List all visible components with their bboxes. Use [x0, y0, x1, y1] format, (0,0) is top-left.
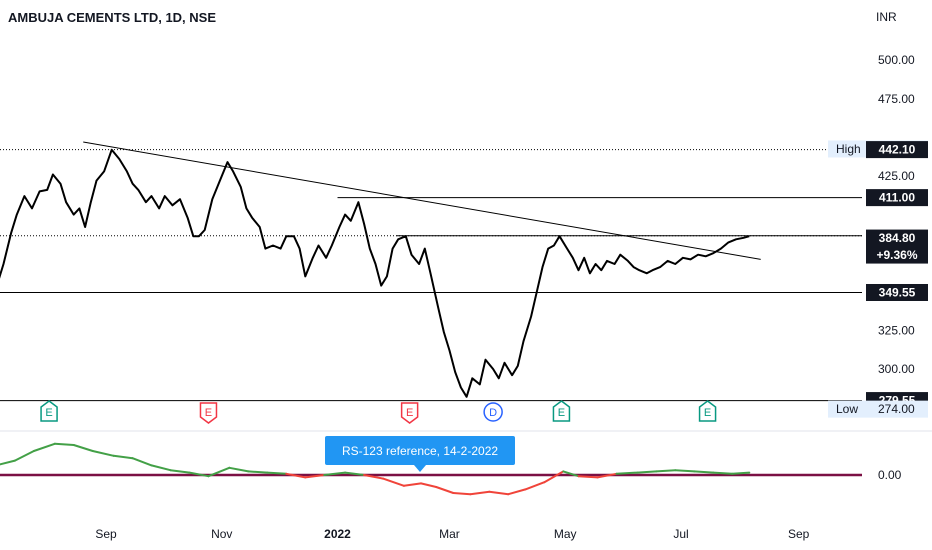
x-tick-label: Jul — [673, 527, 688, 541]
indicator-segment — [344, 471, 366, 476]
indicator-segment — [304, 474, 326, 479]
indicator-segment — [228, 466, 250, 473]
indicator-segment — [323, 471, 347, 476]
indicator-segment — [169, 469, 191, 474]
earnings-marker — [199, 402, 218, 424]
indicator-segment — [674, 469, 696, 473]
indicator-segment — [524, 481, 546, 491]
event-marker-label: E — [45, 407, 52, 419]
annotation-pointer — [414, 465, 426, 472]
price-label-box — [866, 189, 928, 207]
earnings-marker — [400, 402, 419, 424]
chart-title: AMBUJA CEMENTS LTD, 1D, NSE — [8, 10, 217, 25]
indicator-segment — [285, 472, 307, 479]
x-tick-label: Sep — [95, 527, 117, 541]
earnings-marker — [40, 400, 58, 422]
x-tick-label: Mar — [439, 527, 460, 541]
indicator-segment — [32, 442, 56, 452]
trendline — [83, 141, 761, 260]
indicator-segment — [188, 471, 210, 478]
indicator-segment — [247, 470, 269, 474]
price-label: 411.00 — [879, 191, 915, 205]
indicator-segment — [0, 459, 16, 466]
indicator-segment — [452, 492, 472, 496]
annotation-callout — [325, 436, 515, 465]
indicator-segment — [420, 482, 438, 488]
dividend-marker — [483, 402, 503, 422]
y-tick-label: 500.00 — [878, 53, 915, 67]
indicator-segment — [615, 471, 639, 475]
price-label: 384.80 — [879, 231, 916, 245]
indicator-segment — [150, 464, 172, 472]
indicator-segment — [266, 471, 288, 475]
y-tick-label: 425.00 — [878, 169, 915, 183]
price-label-prefix: Low — [836, 402, 858, 416]
earnings-marker — [552, 400, 571, 422]
indicator-segment — [382, 477, 405, 487]
indicator-segment — [469, 490, 491, 496]
earnings-marker — [698, 400, 717, 422]
indicator-segment — [488, 490, 510, 496]
indicator-segment — [402, 482, 423, 487]
indicator-segment — [91, 450, 115, 457]
indicator-segment — [712, 471, 734, 475]
indicator-segment — [636, 470, 658, 474]
event-marker-label: D — [489, 407, 497, 419]
indicator-segment — [731, 471, 751, 475]
price-label-prefix: High — [836, 142, 861, 156]
x-tick-label: May — [554, 527, 577, 541]
y-tick-label: 475.00 — [878, 92, 915, 106]
indicator-segment — [363, 474, 385, 480]
price-label-box — [828, 400, 928, 418]
indicator-segment — [72, 444, 94, 452]
price-label: 442.10 — [879, 143, 916, 157]
indicator-segment — [655, 469, 677, 473]
event-marker-label: E — [558, 407, 565, 419]
price-label-box — [866, 141, 928, 159]
price-label-box — [866, 283, 928, 301]
indicator-zero-label: 0.00 — [878, 468, 902, 482]
y-tick-label: 325.00 — [878, 323, 915, 337]
indicator-segment — [112, 454, 134, 460]
price-label: 349.55 — [879, 285, 916, 299]
indicator-segment — [435, 486, 455, 494]
indicator-segment — [53, 442, 75, 446]
event-marker-label: E — [704, 407, 711, 419]
event-marker-label: E — [205, 407, 212, 419]
price-change-label: +9.36% — [876, 248, 917, 262]
y-tick-label: 300.00 — [878, 362, 915, 376]
x-tick-label: 2022 — [324, 527, 351, 541]
currency-label: INR — [876, 10, 897, 24]
indicator-segment — [596, 472, 618, 479]
indicator-segment — [562, 470, 580, 478]
price-label-box — [866, 229, 928, 264]
price-label: 274.00 — [878, 402, 915, 416]
x-tick-label: Nov — [211, 527, 232, 541]
indicator-segment — [207, 466, 231, 478]
indicator-segment — [131, 457, 153, 467]
event-marker-label: E — [406, 407, 413, 419]
price-line — [0, 148, 750, 398]
indicator-segment — [543, 470, 565, 484]
indicator-segment — [577, 475, 599, 479]
indicator-segment — [507, 488, 527, 496]
annotation-label: RS-123 reference, 14-2-2022 — [342, 444, 498, 458]
indicator-segment — [693, 470, 715, 474]
indicator-segment — [13, 450, 35, 462]
x-tick-label: Sep — [788, 527, 810, 541]
